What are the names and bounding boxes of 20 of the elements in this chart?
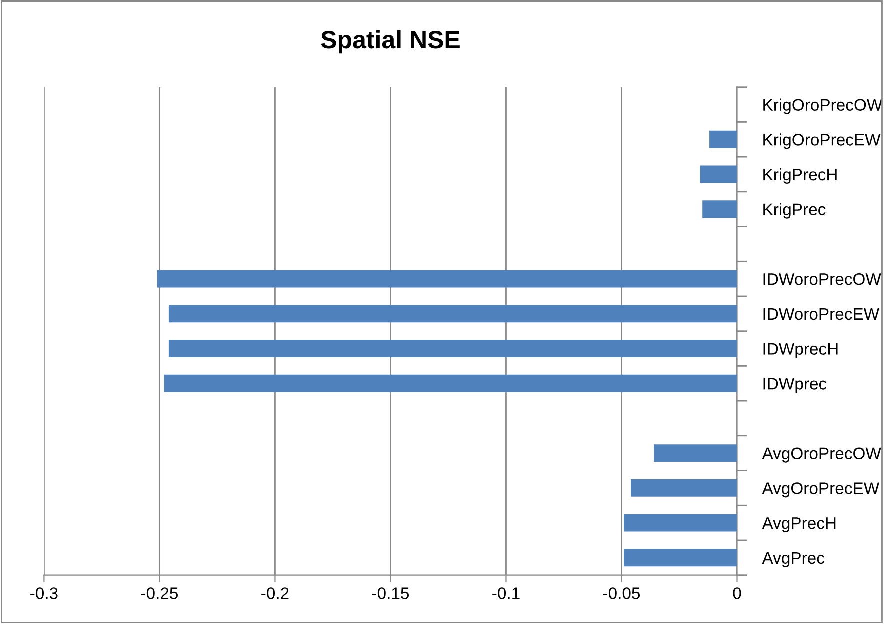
x-tick-label: -0.15 (372, 588, 410, 600)
x-tick-label: -0.3 (30, 588, 58, 600)
x-tick-label: -0.2 (262, 588, 289, 600)
y-tick-label: AvgPrec (762, 552, 825, 568)
x-tick-label: -0.25 (141, 588, 178, 600)
chart-title: Spatial NSE (321, 30, 460, 54)
x-tick-label: -0.1 (492, 588, 520, 600)
y-tick-label: IDWoroPrecEW (764, 308, 880, 320)
y-tick-label: IDWoroPrecOW (764, 273, 882, 286)
x-tick-label: 0 (733, 588, 742, 600)
y-tick-label: KrigOroPrecOW (764, 98, 883, 114)
y-tick-label: KrigPrecH (764, 168, 837, 184)
x-tick-label: -0.05 (603, 588, 640, 600)
y-tick-label: AvgPrecH (762, 518, 836, 533)
y-tick-label: IDWprec (764, 378, 827, 394)
y-tick-label: KrigPrec (764, 203, 826, 219)
y-tick-label: AvgOroPrecEW (762, 482, 880, 498)
y-tick-label: AvgOroPrecOW (762, 448, 882, 463)
y-tick-label: IDWprecH (764, 343, 838, 358)
y-tick-label: KrigOroPrecEW (764, 134, 881, 150)
